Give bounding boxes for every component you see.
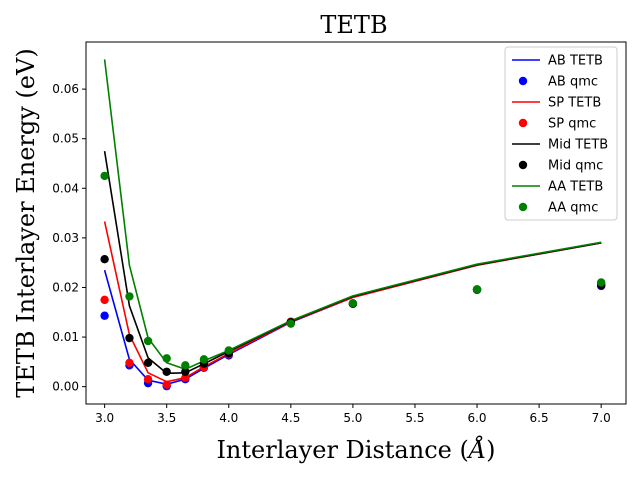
data-point xyxy=(100,295,109,305)
legend-marker-swatch xyxy=(518,118,528,128)
y-tick-label: 0.06 xyxy=(52,82,79,96)
y-axis-label: TETB Interlayer Energy (eV) xyxy=(12,48,40,397)
data-point xyxy=(100,171,109,181)
y-tick-label: 0.03 xyxy=(52,231,79,245)
legend-marker-swatch xyxy=(518,202,528,212)
legend-label: AA qmc xyxy=(548,201,598,216)
data-point xyxy=(348,299,358,308)
legend-label: SP qmc xyxy=(548,117,596,132)
data-point xyxy=(143,336,153,346)
legend: AB TETB AB qmc SP TETB SP qmc Mid TETB Mid qm… xyxy=(504,46,618,221)
data-point xyxy=(286,319,296,328)
data-point xyxy=(125,333,134,343)
data-point xyxy=(596,278,606,287)
legend-label: AB TETB xyxy=(548,54,603,69)
legend-item-ab-qmc: AB qmc xyxy=(518,75,598,90)
legend-frame xyxy=(504,46,618,221)
data-point xyxy=(100,255,109,264)
data-point xyxy=(162,367,171,376)
legend-marker-swatch xyxy=(518,76,528,86)
data-point xyxy=(199,355,209,364)
data-point xyxy=(100,311,109,320)
x-tick-label: 3.0 xyxy=(95,411,114,425)
x-tick-label: 4.0 xyxy=(219,411,238,425)
data-point xyxy=(162,380,171,389)
legend-item-ab-tetb: AB TETB xyxy=(512,54,603,69)
y-axis: 0.00 0.01 0.02 0.03 0.04 0.05 0.06 xyxy=(52,82,86,394)
series-layer xyxy=(100,59,606,391)
legend-item-mid-qmc: Mid qmc xyxy=(518,159,603,174)
legend-item-sp-tetb: SP TETB xyxy=(512,96,601,111)
y-tick-label: 0.04 xyxy=(52,181,79,195)
data-point xyxy=(143,358,153,368)
chart-title: TETB xyxy=(320,11,387,39)
data-point xyxy=(125,292,134,301)
legend-item-aa-tetb: AA TETB xyxy=(512,180,603,195)
x-tick-label: 3.5 xyxy=(157,411,176,425)
data-point xyxy=(224,346,233,355)
x-axis: 3.0 3.5 4.0 4.5 5.0 5.5 6.0 6.5 7.0 xyxy=(95,404,611,425)
data-point xyxy=(125,358,134,368)
legend-item-sp-qmc: SP qmc xyxy=(518,117,596,132)
x-tick-label: 4.5 xyxy=(281,411,300,425)
x-axis-label-unit: Å xyxy=(466,435,486,464)
y-tick-label: 0.02 xyxy=(52,280,79,294)
x-axis-label-text: Interlayer Distance ( xyxy=(216,436,468,464)
data-point xyxy=(181,367,190,376)
legend-label: Mid TETB xyxy=(548,138,608,153)
legend-label: Mid qmc xyxy=(548,159,603,174)
legend-label: SP TETB xyxy=(548,96,601,111)
x-tick-label: 7.0 xyxy=(592,411,611,425)
legend-item-aa-qmc: AA qmc xyxy=(518,201,598,216)
y-tick-label: 0.00 xyxy=(52,380,79,394)
x-axis-label: Interlayer Distance (Å) xyxy=(216,435,495,464)
x-tick-label: 5.5 xyxy=(405,411,424,425)
x-tick-label: 6.0 xyxy=(467,411,486,425)
legend-label: AA TETB xyxy=(548,180,603,195)
legend-items: AB TETB AB qmc SP TETB SP qmc Mid TETB Mid qm… xyxy=(512,54,608,216)
series-points-aa-qmc xyxy=(100,171,606,370)
data-point xyxy=(143,375,153,384)
legend-marker-swatch xyxy=(518,160,528,170)
legend-label: AB qmc xyxy=(548,75,598,90)
data-point xyxy=(472,285,482,294)
data-point xyxy=(181,373,190,382)
y-tick-label: 0.05 xyxy=(52,132,79,146)
plot-frame xyxy=(85,41,627,405)
x-tick-label: 5.0 xyxy=(343,411,362,425)
x-axis-label-close: ) xyxy=(486,436,495,464)
legend-item-mid-tetb: Mid TETB xyxy=(512,138,608,153)
data-point xyxy=(162,354,171,363)
x-tick-label: 6.5 xyxy=(530,411,549,425)
y-tick-label: 0.01 xyxy=(52,330,79,344)
data-point xyxy=(181,361,190,370)
